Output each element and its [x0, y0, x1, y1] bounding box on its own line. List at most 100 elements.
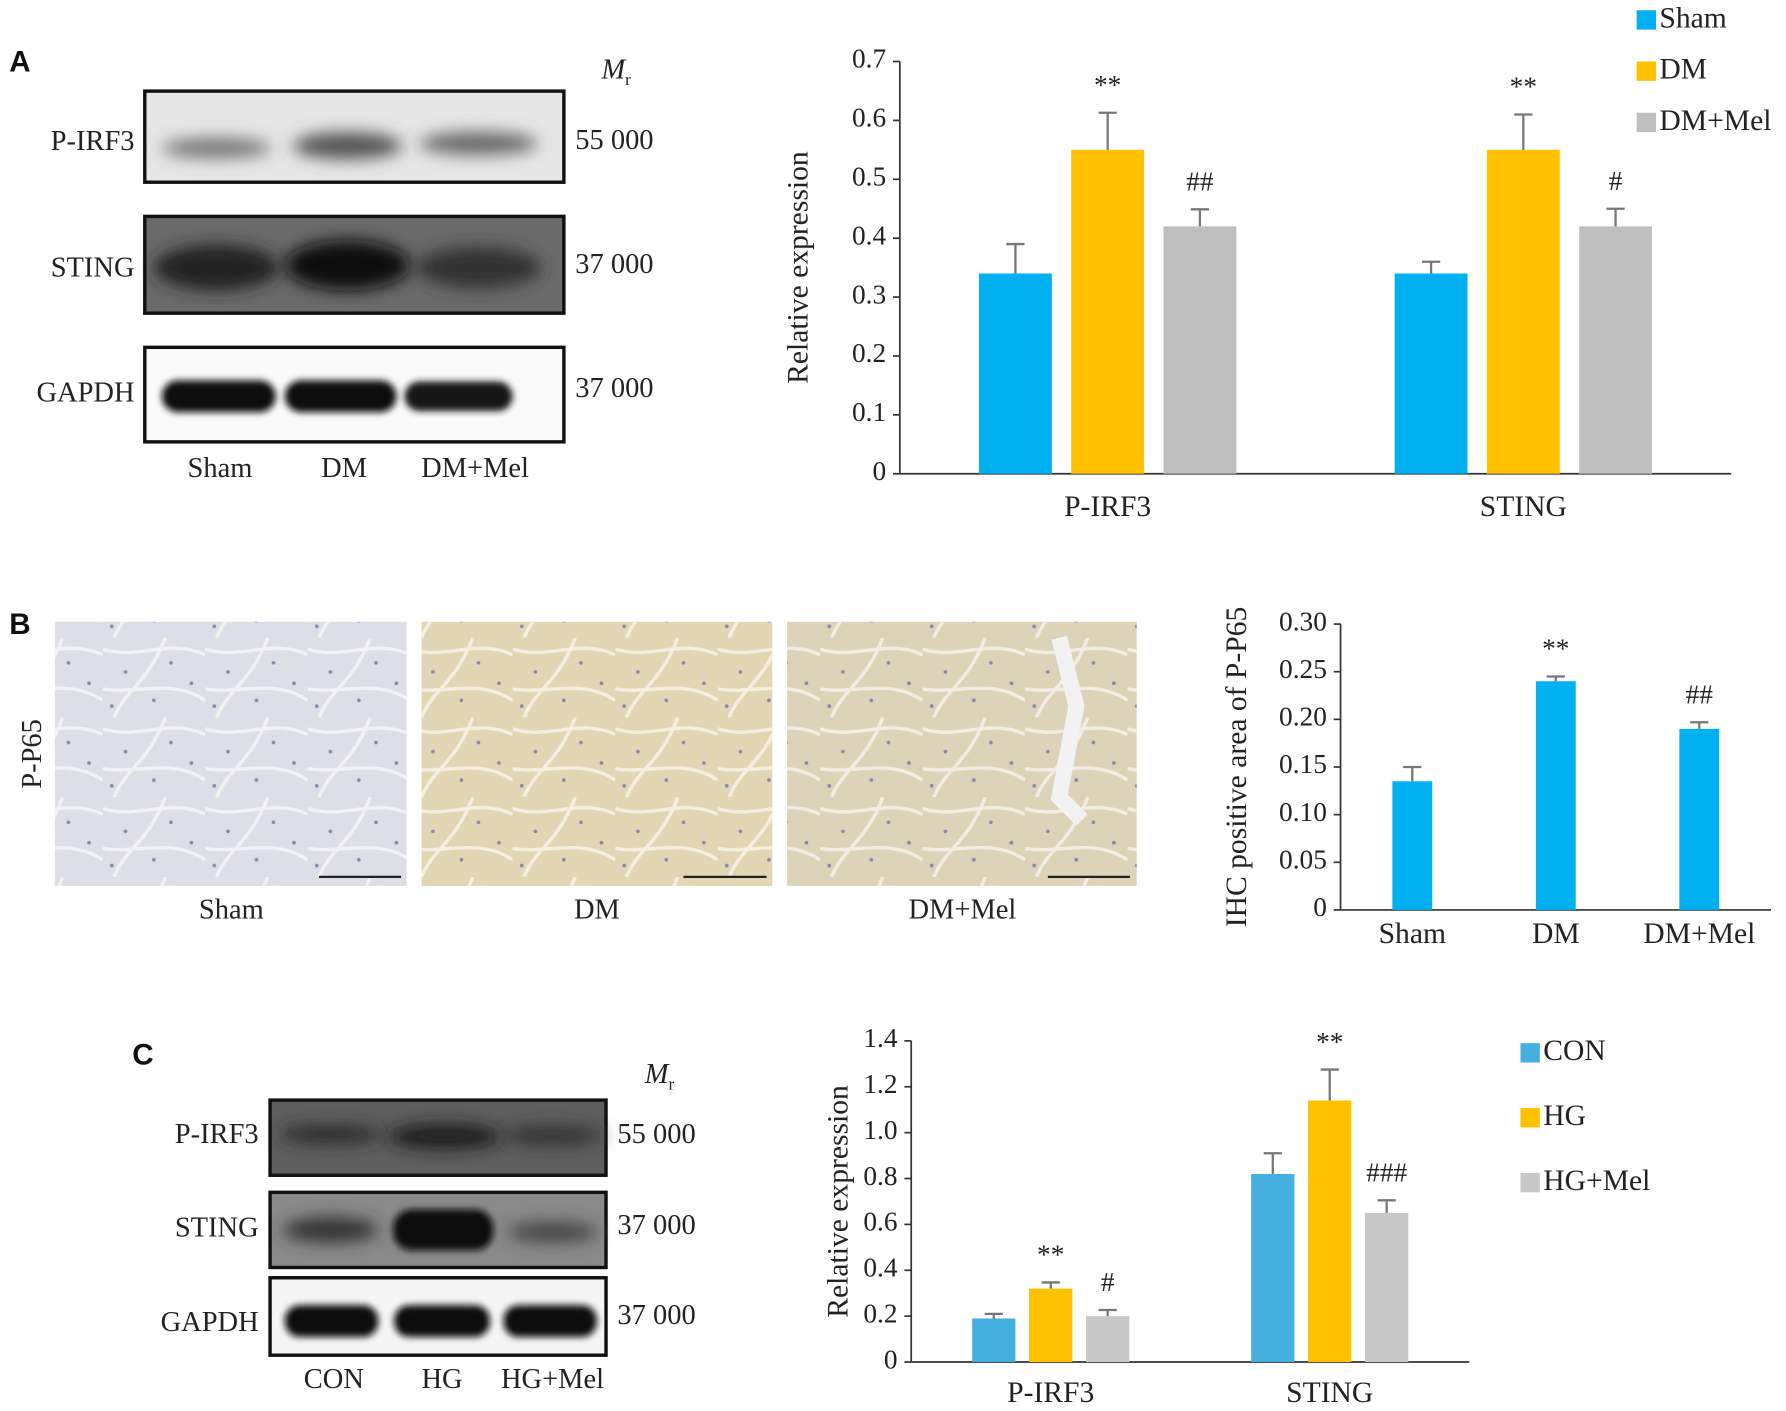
error-bar [1098, 1308, 1117, 1317]
blot-row-label: P-IRF3 [51, 126, 135, 157]
legend-swatch [1636, 61, 1657, 81]
legend-swatch [1636, 112, 1657, 133]
bar [1394, 273, 1468, 474]
panel-label: A [9, 46, 30, 79]
error-bar [1514, 113, 1533, 150]
bar [1086, 1316, 1130, 1363]
bar [1308, 1100, 1352, 1363]
error-bar [1263, 1152, 1282, 1174]
x-tick-label: Sham [1379, 918, 1446, 950]
mr-symbol: M [600, 54, 627, 85]
error-bar [1421, 260, 1441, 274]
y-tick-label: 0.30 [1279, 606, 1327, 636]
x-tick-label: DM [1532, 918, 1580, 950]
significance-label: ** [1542, 634, 1569, 664]
y-tick-label: 0.7 [852, 44, 886, 74]
x-tick-label: DM+Mel [1643, 918, 1755, 950]
legend-label: HG+Mel [1543, 1165, 1650, 1197]
error-bar [1190, 208, 1210, 227]
legend-label: HG [1543, 1100, 1586, 1132]
y-tick-label: 0.5 [852, 162, 886, 192]
y-tick-label: 0.15 [1279, 749, 1327, 779]
significance-label: ## [1186, 167, 1214, 197]
y-tick-label: 0.3 [852, 279, 886, 309]
mr-value: 37 000 [575, 373, 653, 404]
mr-value: 37 000 [617, 1210, 695, 1241]
error-bar [1320, 1068, 1339, 1101]
error-bar [1098, 111, 1117, 150]
blot-row-label: GAPDH [161, 1307, 259, 1338]
significance-label: ** [1037, 1240, 1064, 1270]
panel-label: C [132, 1039, 153, 1072]
mr-subscript: r [625, 70, 631, 89]
lane-label: HG [421, 1364, 462, 1395]
y-tick-label: 0.1 [852, 397, 886, 427]
legend-label: CON [1543, 1035, 1605, 1067]
bar [1579, 226, 1653, 474]
error-bar [1546, 675, 1565, 682]
y-tick-label: 0.8 [863, 1161, 897, 1191]
bar [1535, 681, 1576, 910]
legend-swatch [1636, 10, 1657, 30]
legend-swatch [1520, 1108, 1540, 1128]
error-bar [1006, 242, 1025, 274]
significance-label: # [1101, 1267, 1115, 1297]
bar [1163, 226, 1237, 474]
legend-label: DM+Mel [1659, 105, 1771, 137]
significance-label: ### [1366, 1158, 1407, 1188]
bar [1029, 1288, 1073, 1363]
blot-a: P-IRF3 STING GAPDH Mr 55 000 37 000 37 0… [36, 54, 653, 484]
error-bar [1041, 1281, 1060, 1289]
mr-subscript: r [668, 1074, 674, 1093]
legend-label: DM [1659, 54, 1707, 86]
y-tick-label: 0.20 [1279, 702, 1327, 732]
significance-label: ** [1094, 70, 1121, 100]
y-tick-label: 1.0 [863, 1115, 897, 1145]
ihc-b: P-P65 Sham DM DM+Mel [17, 621, 1137, 926]
lane-label: HG+Mel [501, 1364, 604, 1395]
blot-row-label: STING [51, 252, 135, 283]
error-bar [1403, 765, 1422, 782]
y-tick-label: 0.2 [852, 338, 886, 368]
lane-label: CON [304, 1364, 364, 1395]
blot-c: P-IRF3 STING GAPDH Mr 55 000 37 000 37 0… [161, 1059, 696, 1395]
mr-label: Mr [644, 1059, 675, 1094]
mr-value: 37 000 [575, 249, 653, 280]
y-tick-label: 0.6 [852, 103, 886, 133]
ihc-label: DM [574, 895, 620, 926]
ihc-label: DM+Mel [909, 895, 1017, 926]
y-tick-label: 0 [884, 1344, 898, 1374]
mr-symbol: M [644, 1059, 671, 1090]
mr-value: 55 000 [617, 1119, 695, 1150]
y-tick-label: 0 [1313, 892, 1327, 922]
y-tick-label: 1.2 [863, 1069, 897, 1099]
x-tick-label: P-IRF3 [1064, 491, 1151, 523]
error-bar [1690, 721, 1709, 729]
axis-title: IHC positive area of P-P65 [1221, 607, 1253, 928]
y-tick-label: 0.6 [863, 1207, 897, 1237]
legend-swatch [1520, 1172, 1540, 1193]
mr-label: Mr [600, 54, 631, 89]
blot-row-label: GAPDH [36, 378, 134, 409]
y-tick-label: 0.2 [863, 1298, 897, 1328]
axis-title: Relative expression [822, 1085, 854, 1318]
bar [978, 273, 1052, 474]
x-tick-label: P-IRF3 [1007, 1377, 1094, 1409]
error-bar [1377, 1199, 1396, 1213]
significance-label: ** [1316, 1027, 1343, 1057]
mr-value: 55 000 [575, 125, 653, 156]
y-tick-label: 0.10 [1279, 797, 1327, 827]
bar [1679, 728, 1720, 910]
bar [1486, 149, 1560, 474]
x-tick-label: STING [1286, 1377, 1373, 1409]
y-tick-label: 0.25 [1279, 654, 1327, 684]
blot-row-label: P-IRF3 [175, 1119, 259, 1150]
legend-label: Sham [1659, 2, 1726, 34]
mr-value: 37 000 [617, 1300, 695, 1331]
error-bar [1606, 207, 1625, 227]
lane-label: Sham [188, 453, 253, 484]
bar [1071, 149, 1145, 474]
ihc-row-label: P-P65 [17, 719, 48, 789]
y-tick-label: 0.4 [863, 1253, 897, 1283]
